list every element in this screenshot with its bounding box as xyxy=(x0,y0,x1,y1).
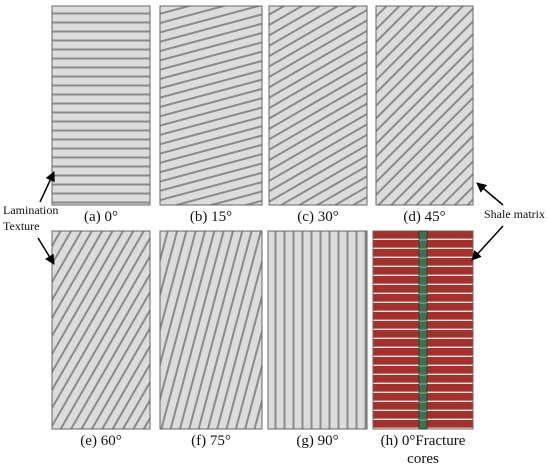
panel-label: (b) 15° xyxy=(190,209,232,225)
annotation: Shale matrix xyxy=(484,207,545,221)
texture-panel xyxy=(159,230,263,430)
panel-label: (d) 45° xyxy=(403,209,445,225)
texture-panel xyxy=(267,230,368,430)
panel-label: (h) 0°Fracture xyxy=(381,433,466,449)
arrow xyxy=(471,225,504,261)
arrow xyxy=(476,182,504,206)
panel-label: (e) 60° xyxy=(80,433,121,449)
annotation: Lamination xyxy=(3,203,58,217)
texture-panel xyxy=(159,5,263,206)
texture-panel xyxy=(268,5,368,206)
panel-label: (a) 0° xyxy=(84,209,118,225)
texture-panel xyxy=(51,230,151,430)
panels: (a) 0° (b) 15° (c) 30° (d) 45° (e) 60° (f) 75… xyxy=(51,5,474,467)
texture-panel xyxy=(375,5,474,206)
annotation: Texture xyxy=(3,219,39,233)
texture-panel xyxy=(51,5,151,206)
panel-label: cores xyxy=(407,451,439,467)
arrow xyxy=(37,237,55,265)
panel-label: (g) 90° xyxy=(296,433,338,449)
arrow xyxy=(39,171,55,203)
panel-label: (c) 30° xyxy=(297,209,338,225)
panel-label: (f) 75° xyxy=(191,433,231,449)
